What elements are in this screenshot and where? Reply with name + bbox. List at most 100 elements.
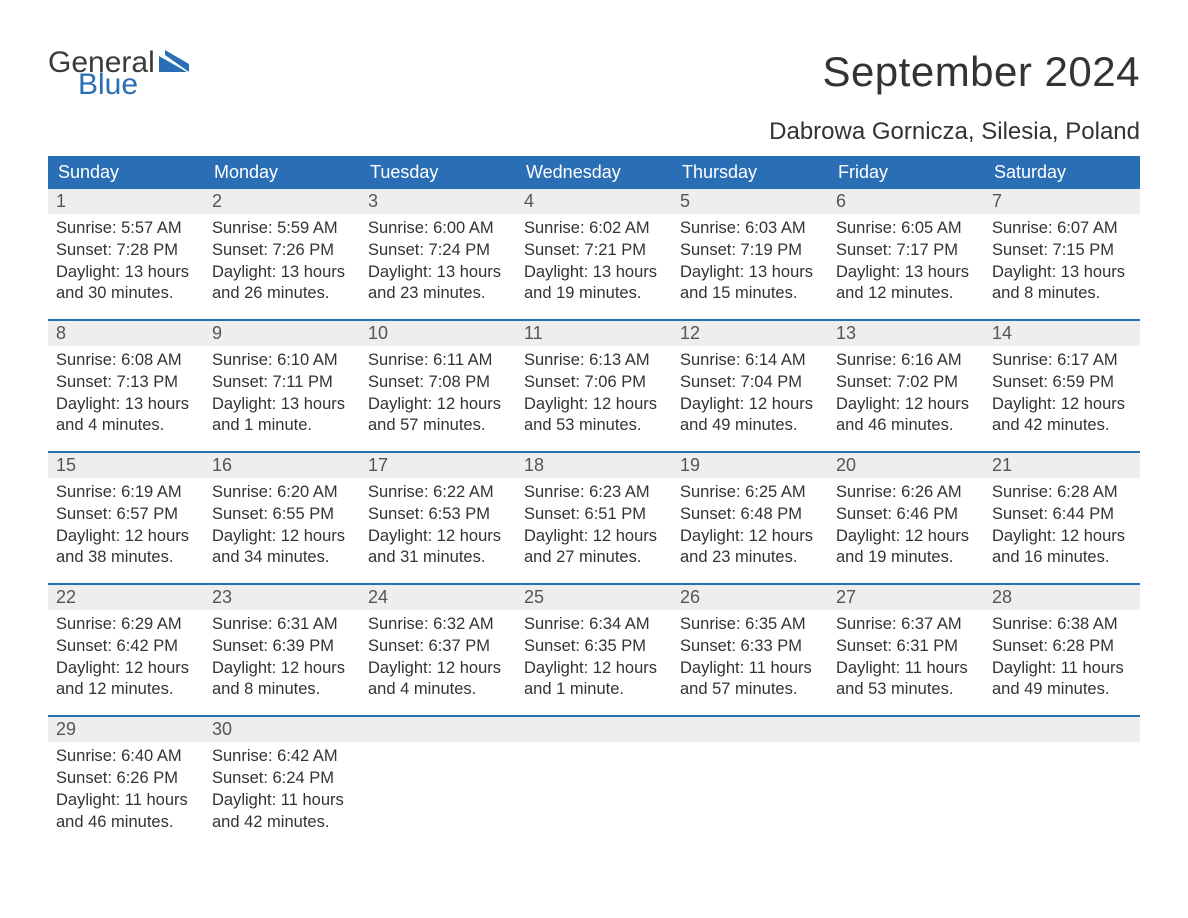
sunset-line: Sunset: 7:24 PM [368, 240, 508, 262]
day-number: 30 [204, 717, 360, 742]
day-cell: 1 Sunrise: 5:57 AMSunset: 7:28 PMDaylight… [48, 189, 204, 319]
daylight-line: Daylight: 13 hours and 1 minute. [212, 394, 352, 438]
daylight-line: Daylight: 11 hours and 46 minutes. [56, 790, 196, 834]
day-details: Sunrise: 6:16 AMSunset: 7:02 PMDaylight:… [836, 350, 976, 437]
day-number: 19 [672, 453, 828, 478]
sunrise-line: Sunrise: 6:07 AM [992, 218, 1132, 240]
sunset-line: Sunset: 7:28 PM [56, 240, 196, 262]
sunset-line: Sunset: 7:04 PM [680, 372, 820, 394]
weeks-container: 1 Sunrise: 5:57 AMSunset: 7:28 PMDaylight… [48, 189, 1140, 847]
sunset-line: Sunset: 6:57 PM [56, 504, 196, 526]
day-cell: 21Sunrise: 6:28 AMSunset: 6:44 PMDayligh… [984, 453, 1140, 583]
day-cell: 7Sunrise: 6:07 AMSunset: 7:15 PMDaylight… [984, 189, 1140, 319]
day-details: Sunrise: 6:00 AMSunset: 7:24 PMDaylight:… [368, 218, 508, 305]
day-cell: 27Sunrise: 6:37 AMSunset: 6:31 PMDayligh… [828, 585, 984, 715]
day-cell: 11 Sunrise: 6:13 AMSunset: 7:06 PMDayligh… [516, 321, 672, 451]
sunset-line: Sunset: 6:44 PM [992, 504, 1132, 526]
day-cell [516, 717, 672, 847]
sunrise-line: Sunrise: 6:13 AM [524, 350, 664, 372]
day-number: 13 [828, 321, 984, 346]
header-row: General Blue September 2024 [48, 48, 1140, 100]
day-cell: 23Sunrise: 6:31 AMSunset: 6:39 PMDayligh… [204, 585, 360, 715]
day-cell: 29Sunrise: 6:40 AMSunset: 6:26 PMDayligh… [48, 717, 204, 847]
week-row: 1 Sunrise: 5:57 AMSunset: 7:28 PMDaylight… [48, 189, 1140, 319]
sunrise-line: Sunrise: 6:37 AM [836, 614, 976, 636]
day-number: 11 [516, 321, 672, 346]
day-details: Sunrise: 6:23 AMSunset: 6:51 PMDaylight:… [524, 482, 664, 569]
sunrise-line: Sunrise: 6:25 AM [680, 482, 820, 504]
day-cell: 4Sunrise: 6:02 AMSunset: 7:21 PMDaylight… [516, 189, 672, 319]
day-cell: 16 Sunrise: 6:20 AMSunset: 6:55 PMDayligh… [204, 453, 360, 583]
day-cell: 2Sunrise: 5:59 AMSunset: 7:26 PMDaylight… [204, 189, 360, 319]
day-number: 2 [204, 189, 360, 214]
day-details: Sunrise: 6:14 AMSunset: 7:04 PMDaylight:… [680, 350, 820, 437]
sunset-line: Sunset: 6:42 PM [56, 636, 196, 658]
sunrise-line: Sunrise: 6:10 AM [212, 350, 352, 372]
day-details: Sunrise: 5:57 AMSunset: 7:28 PMDaylight:… [56, 218, 196, 305]
sunset-line: Sunset: 7:08 PM [368, 372, 508, 394]
sunset-line: Sunset: 7:02 PM [836, 372, 976, 394]
day-cell: 5Sunrise: 6:03 AMSunset: 7:19 PMDaylight… [672, 189, 828, 319]
day-details: Sunrise: 6:22 AMSunset: 6:53 PMDaylight:… [368, 482, 508, 569]
day-details: Sunrise: 6:10 AMSunset: 7:11 PMDaylight:… [212, 350, 352, 437]
daylight-line: Daylight: 13 hours and 26 minutes. [212, 262, 352, 306]
day-details: Sunrise: 6:40 AMSunset: 6:26 PMDaylight:… [56, 746, 196, 833]
sunset-line: Sunset: 6:59 PM [992, 372, 1132, 394]
day-cell: 14Sunrise: 6:17 AMSunset: 6:59 PMDayligh… [984, 321, 1140, 451]
sunset-line: Sunset: 6:24 PM [212, 768, 352, 790]
weekday-header: Wednesday [516, 156, 672, 189]
day-number: 8 [48, 321, 204, 346]
sunset-line: Sunset: 6:46 PM [836, 504, 976, 526]
day-number [984, 717, 1140, 742]
day-number [360, 717, 516, 742]
sunset-line: Sunset: 6:39 PM [212, 636, 352, 658]
sunset-line: Sunset: 7:11 PM [212, 372, 352, 394]
sunset-line: Sunset: 6:37 PM [368, 636, 508, 658]
day-cell: 3 Sunrise: 6:00 AMSunset: 7:24 PMDaylight… [360, 189, 516, 319]
location-subtitle: Dabrowa Gornicza, Silesia, Poland [48, 118, 1140, 146]
daylight-line: Daylight: 13 hours and 23 minutes. [368, 262, 508, 306]
day-details: Sunrise: 6:34 AMSunset: 6:35 PMDaylight:… [524, 614, 664, 701]
sunrise-line: Sunrise: 6:34 AM [524, 614, 664, 636]
day-cell: 8Sunrise: 6:08 AMSunset: 7:13 PMDaylight… [48, 321, 204, 451]
weekday-header: Tuesday [360, 156, 516, 189]
day-cell [828, 717, 984, 847]
daylight-line: Daylight: 11 hours and 42 minutes. [212, 790, 352, 834]
daylight-line: Daylight: 12 hours and 42 minutes. [992, 394, 1132, 438]
day-details: Sunrise: 6:20 AMSunset: 6:55 PMDaylight:… [212, 482, 352, 569]
day-number: 3 [360, 189, 516, 214]
sunrise-line: Sunrise: 6:35 AM [680, 614, 820, 636]
day-details: Sunrise: 6:19 AMSunset: 6:57 PMDaylight:… [56, 482, 196, 569]
calendar-grid: SundayMondayTuesdayWednesdayThursdayFrid… [48, 156, 1140, 847]
day-number: 1 [48, 189, 204, 214]
sunset-line: Sunset: 6:26 PM [56, 768, 196, 790]
day-details: Sunrise: 6:03 AMSunset: 7:19 PMDaylight:… [680, 218, 820, 305]
day-number: 25 [516, 585, 672, 610]
daylight-line: Daylight: 12 hours and 4 minutes. [368, 658, 508, 702]
weekday-header: Sunday [48, 156, 204, 189]
title-block: September 2024 [822, 48, 1140, 96]
day-details: Sunrise: 6:42 AMSunset: 6:24 PMDaylight:… [212, 746, 352, 833]
day-number: 4 [516, 189, 672, 214]
sunrise-line: Sunrise: 6:29 AM [56, 614, 196, 636]
day-number: 16 [204, 453, 360, 478]
day-number: 9 [204, 321, 360, 346]
day-cell: 10Sunrise: 6:11 AMSunset: 7:08 PMDayligh… [360, 321, 516, 451]
day-cell [984, 717, 1140, 847]
daylight-line: Daylight: 12 hours and 57 minutes. [368, 394, 508, 438]
day-cell: 9 Sunrise: 6:10 AMSunset: 7:11 PMDaylight… [204, 321, 360, 451]
day-details: Sunrise: 6:13 AMSunset: 7:06 PMDaylight:… [524, 350, 664, 437]
day-details: Sunrise: 6:38 AMSunset: 6:28 PMDaylight:… [992, 614, 1132, 701]
sunrise-line: Sunrise: 6:14 AM [680, 350, 820, 372]
day-number [516, 717, 672, 742]
day-cell: 30 Sunrise: 6:42 AMSunset: 6:24 PMDayligh… [204, 717, 360, 847]
day-number: 21 [984, 453, 1140, 478]
sunrise-line: Sunrise: 6:22 AM [368, 482, 508, 504]
brand-line2: Blue [78, 70, 193, 100]
daylight-line: Daylight: 12 hours and 53 minutes. [524, 394, 664, 438]
day-details: Sunrise: 6:11 AMSunset: 7:08 PMDaylight:… [368, 350, 508, 437]
sunrise-line: Sunrise: 6:38 AM [992, 614, 1132, 636]
day-number: 24 [360, 585, 516, 610]
sunrise-line: Sunrise: 6:17 AM [992, 350, 1132, 372]
daylight-line: Daylight: 11 hours and 49 minutes. [992, 658, 1132, 702]
